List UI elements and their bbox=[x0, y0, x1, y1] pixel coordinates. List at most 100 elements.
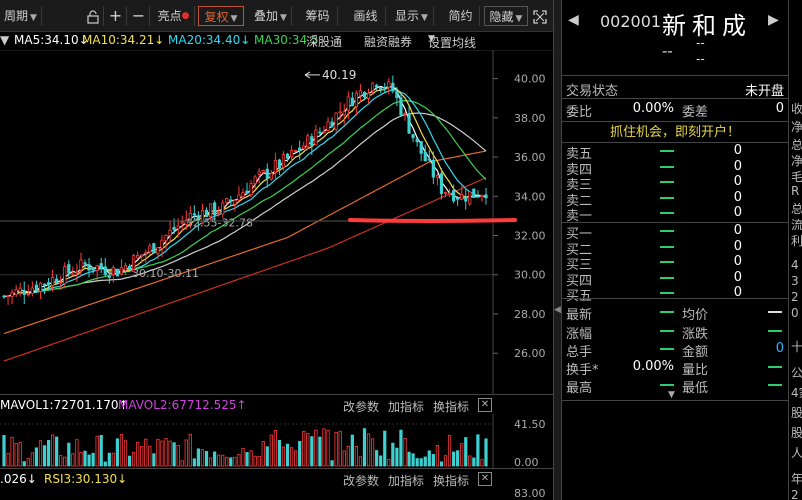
ma-settings-label: 设置均线 bbox=[428, 36, 477, 50]
hide-button[interactable]: 隐藏 ▼ bbox=[484, 6, 528, 26]
edge-item: 净 bbox=[791, 120, 802, 134]
chevron-down-icon: ▼ bbox=[30, 13, 37, 23]
zoom-in-button[interactable]: + bbox=[105, 6, 127, 26]
candle-body bbox=[298, 147, 302, 152]
stock-header: ◀ 002001 新和成 ▶ -- -- -- bbox=[562, 0, 788, 76]
volume-bar bbox=[265, 446, 269, 467]
stats-row-4: 换手* 0.00% 量比 bbox=[562, 357, 788, 378]
shenzhen-connect-toggle[interactable]: 深股通 bbox=[306, 35, 343, 49]
volume-bar bbox=[34, 447, 39, 467]
rsi3-value: RSI3:30.130↓ bbox=[44, 472, 128, 486]
volume-bar bbox=[334, 432, 338, 467]
candle-body bbox=[75, 271, 79, 274]
chevron-down-icon[interactable]: ▼ bbox=[0, 33, 10, 47]
collapse-arrow-icon[interactable]: ◀ bbox=[554, 305, 561, 315]
volume-bar bbox=[358, 456, 363, 467]
prev-stock-icon[interactable]: ◀ bbox=[568, 12, 579, 28]
volume-bar bbox=[346, 445, 350, 467]
rsi-add-indicator-button[interactable]: 加指标 bbox=[388, 474, 425, 488]
volume-change-param-button[interactable]: 改参数 bbox=[343, 400, 380, 414]
low-label: 最低 bbox=[682, 381, 709, 396]
volume-bar bbox=[18, 441, 22, 467]
buy-volume: 0 bbox=[733, 254, 742, 269]
period-label: 周期 bbox=[4, 9, 29, 23]
candle-body bbox=[22, 290, 26, 295]
next-stock-icon[interactable]: ▶ bbox=[768, 12, 779, 28]
candle-body bbox=[67, 264, 71, 274]
highlight-button[interactable]: 亮点● bbox=[153, 6, 195, 26]
adjust-button[interactable]: 复权 ▼ bbox=[198, 6, 244, 26]
period-button[interactable]: 周期 ▼ bbox=[0, 6, 42, 26]
volume-bar bbox=[213, 451, 217, 467]
volume-bar bbox=[273, 430, 277, 467]
simple-button[interactable]: 简约 bbox=[442, 6, 480, 26]
open-account-link[interactable]: 抓住机会，即刻开户！ bbox=[562, 121, 788, 143]
volume-bar bbox=[156, 438, 160, 467]
volume-bar bbox=[144, 438, 148, 467]
volume-bar bbox=[119, 434, 124, 467]
volume-bar bbox=[447, 435, 452, 467]
draw-button[interactable]: 画线 bbox=[346, 6, 386, 26]
buy-level-label: 买三 bbox=[566, 258, 593, 273]
candle-body bbox=[468, 191, 472, 205]
high-label: 最高 bbox=[566, 381, 593, 396]
volume-bar bbox=[55, 436, 59, 467]
volume-bar bbox=[306, 432, 310, 467]
volume-add-indicator-button[interactable]: 加指标 bbox=[388, 400, 425, 414]
sell-level-label: 卖五 bbox=[566, 147, 593, 162]
sell-level-label: 卖二 bbox=[566, 193, 593, 209]
lock-button[interactable] bbox=[82, 6, 104, 26]
rsi-switch-indicator-button[interactable]: 换指标 bbox=[433, 474, 470, 488]
candle-body bbox=[411, 134, 415, 139]
draw-label: 画线 bbox=[353, 9, 378, 23]
candle-body bbox=[127, 265, 132, 270]
sell-level-label: 卖三 bbox=[566, 178, 593, 193]
candle-body bbox=[354, 92, 358, 107]
volume-bar bbox=[257, 455, 261, 467]
volume-bar bbox=[302, 430, 306, 467]
amount-label: 金额 bbox=[682, 345, 709, 360]
close-icon[interactable]: ✕ bbox=[478, 472, 492, 486]
close-icon[interactable]: ✕ bbox=[478, 398, 492, 412]
candle-body bbox=[156, 247, 160, 255]
candle-body bbox=[107, 276, 111, 278]
candle-body bbox=[269, 172, 273, 180]
chart-toolbar: 周期 ▼ + − 亮点● 复权 ▼ 叠加 ▼ 筹码 画线 显示 ▼ 简约 隐藏 ▼ bbox=[0, 0, 553, 32]
volume-bar bbox=[379, 455, 383, 467]
volume-bar bbox=[423, 456, 427, 467]
expand-arrow-icon[interactable]: ▼ bbox=[668, 390, 675, 400]
buy-level-label: 买二 bbox=[566, 242, 593, 258]
volume-bar bbox=[407, 451, 411, 467]
candle-body bbox=[87, 264, 91, 271]
candle-body bbox=[34, 284, 39, 291]
display-button[interactable]: 显示 ▼ bbox=[390, 6, 434, 26]
volume-bar bbox=[111, 452, 115, 467]
edge-item: 4家 bbox=[791, 386, 802, 400]
stock-code: 002001 bbox=[600, 12, 662, 31]
candle-body bbox=[289, 150, 294, 158]
fullscreen-button[interactable] bbox=[530, 6, 550, 26]
rsi-change-param-button[interactable]: 改参数 bbox=[343, 474, 380, 488]
zoom-out-button[interactable]: − bbox=[128, 6, 150, 26]
overlay-button[interactable]: 叠加 ▼ bbox=[250, 6, 292, 26]
kline-chart-area[interactable]: ▼ MA5:34.10↓ MA10:34.21↓ MA20:34.40↓ MA3… bbox=[0, 32, 553, 500]
buy-price-dash bbox=[660, 245, 674, 248]
buy-level-label: 买四 bbox=[566, 273, 593, 289]
candle-body bbox=[144, 252, 148, 255]
sell-price-dash bbox=[660, 196, 674, 199]
volume-bar bbox=[395, 447, 399, 467]
ma5-value: MA5:34.10↓ bbox=[14, 33, 89, 47]
candle-body bbox=[350, 97, 354, 107]
candle-body bbox=[225, 198, 229, 203]
sell-level-label: 卖一 bbox=[566, 209, 593, 224]
change-pct-placeholder: -- bbox=[696, 52, 705, 66]
candle-body bbox=[111, 267, 115, 276]
volume-bar bbox=[411, 453, 415, 467]
panel-divider[interactable]: ◀ bbox=[553, 0, 562, 500]
candle-body bbox=[419, 141, 423, 154]
volume-chart[interactable]: 41.50 0.00 bbox=[0, 414, 553, 468]
margin-trading-toggle[interactable]: 融资融券 bbox=[364, 35, 413, 49]
volume-switch-indicator-button[interactable]: 换指标 bbox=[433, 400, 470, 414]
chips-button[interactable]: 筹码 bbox=[298, 6, 338, 26]
price-chart[interactable]: 40.00 38.00 36.00 34.00 32.00 30.00 28.00 26.00… bbox=[0, 50, 553, 394]
